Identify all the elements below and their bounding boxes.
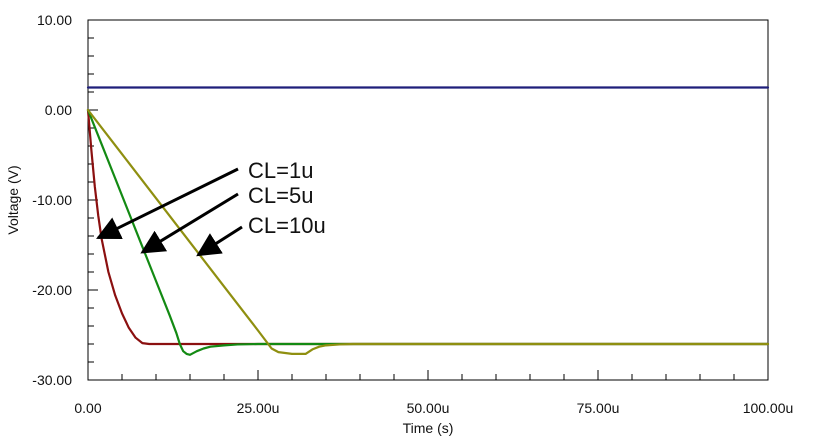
x-tick-label: 0.00	[74, 400, 101, 416]
annotation-label: CL=5u	[248, 183, 313, 208]
x-tick-label: 100.00u	[743, 400, 794, 416]
y-tick-label: -30.00	[32, 372, 72, 388]
x-axis-label: Time (s)	[403, 420, 454, 436]
x-tick-label: 25.00u	[237, 400, 280, 416]
axes-layer	[87, 19, 769, 381]
y-axis-label: Voltage (V)	[5, 165, 21, 234]
annotation-label: CL=10u	[248, 213, 326, 238]
plot-frame	[87, 19, 769, 381]
y-tick-label: -20.00	[32, 282, 72, 298]
x-tick-label: 75.00u	[577, 400, 620, 416]
labels-layer: 0.00 25.00u 50.00u 75.00u 100.00u 10.00 0.00 -1…	[5, 12, 793, 436]
annotation-label: CL=1u	[248, 158, 313, 183]
y-tick-label: 10.00	[37, 12, 72, 28]
annotation-arrow	[140, 192, 239, 254]
y-tick-label: -10.00	[32, 192, 72, 208]
x-tick-label: 50.00u	[407, 400, 450, 416]
annotation-arrow	[196, 225, 243, 257]
y-tick-label: 0.00	[45, 102, 72, 118]
voltage-series-line	[86, 108, 770, 355]
voltage-series-line	[86, 108, 770, 356]
annotation-arrow	[96, 167, 239, 240]
series-layer	[86, 86, 770, 356]
